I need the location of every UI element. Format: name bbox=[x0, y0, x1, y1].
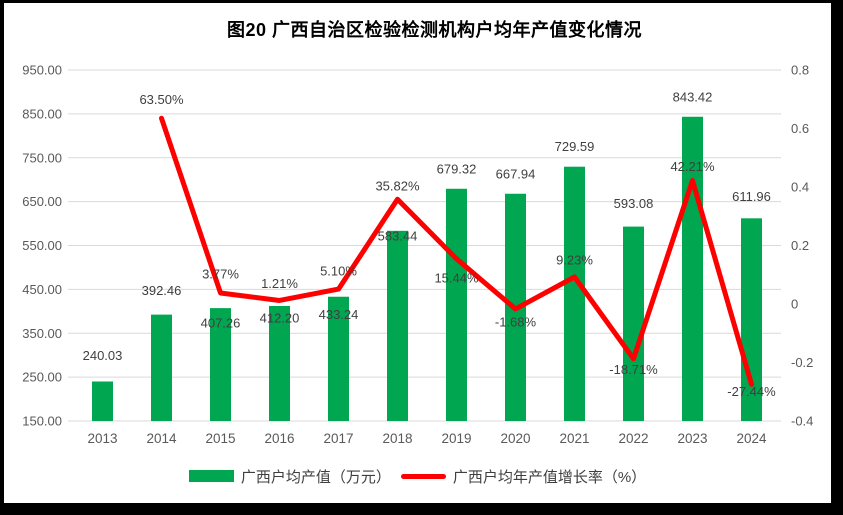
chart-title: 图20 广西自治区检验检测机构户均年产值变化情况 bbox=[226, 20, 643, 40]
growth-pct-label: 42.21% bbox=[670, 159, 715, 174]
growth-pct-label: 9.23% bbox=[556, 253, 593, 268]
growth-line bbox=[159, 115, 754, 387]
growth-pct-label: -18.71% bbox=[609, 362, 658, 377]
x-axis-label: 2017 bbox=[323, 431, 353, 446]
growth-pct-label: -27.44% bbox=[727, 384, 776, 399]
plot-area: 150.00 250.00 350.00 450.00 550.00 650.00 750.… bbox=[4, 3, 831, 503]
y-axis-label-left: 950.00 bbox=[22, 63, 62, 78]
line-series-swatch-icon bbox=[400, 473, 446, 479]
bar-value-label: 729.59 bbox=[555, 139, 595, 154]
x-axis-label: 2021 bbox=[559, 431, 589, 446]
x-axis-label: 2024 bbox=[736, 431, 767, 446]
y-axis-label-left: 450.00 bbox=[22, 282, 62, 297]
bar-value-label: 412.20 bbox=[260, 310, 300, 325]
chart-svg: 150.00 250.00 350.00 450.00 550.00 650.00 750.… bbox=[22, 63, 813, 447]
bar-value-label: 392.46 bbox=[142, 283, 182, 298]
y-axis-label-left: 550.00 bbox=[22, 238, 62, 253]
bar-value-label: 593.08 bbox=[614, 196, 654, 211]
y-axis-label-left: 250.00 bbox=[22, 370, 62, 385]
bar bbox=[92, 381, 113, 421]
x-axis-label: 2023 bbox=[677, 431, 707, 446]
x-axis-label: 2013 bbox=[87, 431, 117, 446]
y-axis-label-left: 850.00 bbox=[22, 106, 62, 121]
y-axis-label-right: 0 bbox=[791, 297, 798, 312]
bar-value-label: 611.96 bbox=[732, 189, 771, 204]
bar-value-label: 583.44 bbox=[378, 228, 418, 243]
x-axis-label: 2018 bbox=[382, 431, 412, 446]
bar-series-swatch-icon bbox=[188, 470, 234, 482]
growth-pct-label: 63.50% bbox=[139, 92, 184, 107]
growth-pct-label: 5.10% bbox=[320, 264, 357, 279]
chart-canvas: 150.00 250.00 350.00 450.00 550.00 650.00 750.… bbox=[4, 3, 831, 503]
bar bbox=[328, 296, 349, 421]
bar-value-label: 667.94 bbox=[496, 166, 536, 181]
y-axis-label-right: -0.2 bbox=[791, 355, 813, 370]
bar bbox=[623, 226, 644, 421]
y-axis-label-right: 0.8 bbox=[791, 63, 809, 78]
x-axis-label: 2022 bbox=[618, 431, 648, 446]
legend-label-line-series: 广西户均年产值增长率（%） bbox=[452, 468, 647, 486]
y-axis-label-right: 0.6 bbox=[791, 121, 809, 136]
y-axis-label-left: 650.00 bbox=[22, 194, 62, 209]
bar-value-label: 433.24 bbox=[319, 307, 359, 322]
bar bbox=[387, 230, 408, 421]
bar bbox=[151, 314, 172, 421]
y-axis-label-right: 0.2 bbox=[791, 238, 809, 253]
bar bbox=[269, 305, 290, 421]
legend-label-bar-series: 广西户均产值（万元） bbox=[240, 468, 391, 486]
x-axis-label: 2020 bbox=[500, 431, 530, 446]
legend-item-bar-series: 广西户均产值（万元） bbox=[188, 466, 391, 487]
y-axis-label-left: 150.00 bbox=[22, 414, 62, 429]
bar bbox=[210, 308, 231, 421]
y-axis-label-left: 350.00 bbox=[22, 326, 62, 341]
bar-value-label: 843.42 bbox=[673, 89, 713, 104]
legend: 广西户均产值（万元） 广西户均年产值增长率（%） bbox=[4, 466, 831, 486]
growth-pct-label: 3.77% bbox=[202, 266, 239, 281]
x-axis-label: 2015 bbox=[205, 431, 235, 446]
growth-pct-label: 15.44% bbox=[434, 270, 479, 285]
bar bbox=[446, 188, 467, 421]
bar bbox=[564, 166, 585, 421]
y-axis-label-right: -0.4 bbox=[791, 414, 813, 429]
y-axis-label-right: 0.4 bbox=[791, 180, 809, 195]
x-axis-label: 2019 bbox=[441, 431, 471, 446]
x-axis-label: 2014 bbox=[146, 431, 177, 446]
growth-pct-label: 1.21% bbox=[261, 276, 298, 291]
x-axis-label: 2016 bbox=[264, 431, 294, 446]
bar-value-label: 240.03 bbox=[83, 348, 123, 363]
legend-item-line-series: 广西户均年产值增长率（%） bbox=[400, 466, 647, 487]
y-axis-label-left: 750.00 bbox=[22, 150, 62, 165]
bar-value-label: 407.26 bbox=[201, 316, 241, 331]
bar-value-label: 679.32 bbox=[437, 161, 477, 176]
growth-pct-label: -1.68% bbox=[495, 314, 537, 329]
growth-pct-label: 35.82% bbox=[375, 179, 420, 194]
